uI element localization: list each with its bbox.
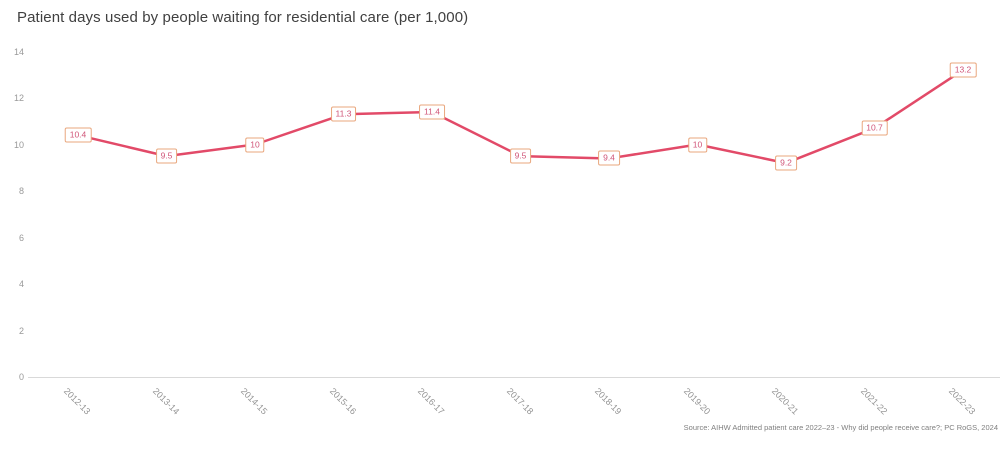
source-note: Source: AIHW Admitted patient care 2022–…: [683, 423, 998, 432]
y-axis-tick-label: 8: [18, 186, 24, 196]
y-axis-tick-label: 2: [18, 325, 24, 336]
y-axis-tick-label: 14: [13, 46, 24, 57]
y-axis-tick-label: 12: [13, 93, 24, 103]
data-point-label: 10.4: [64, 127, 92, 143]
data-point-label: 9.5: [155, 148, 178, 164]
y-axis-tick-label: 0: [18, 372, 24, 382]
data-point-label: 9.5: [509, 148, 532, 164]
data-point-label: 9.4: [598, 150, 620, 166]
y-axis-tick-label: 4: [18, 279, 24, 289]
data-point-label: 13.2: [949, 62, 977, 78]
chart-title: Patient days used by people waiting for …: [17, 9, 469, 26]
data-point-label: 11.3: [330, 106, 357, 122]
y-axis-tick-label: 6: [18, 232, 24, 243]
y-axis-tick-label: 10: [13, 139, 24, 150]
data-point-label: 10: [687, 137, 708, 152]
data-point-label: 10: [245, 137, 265, 152]
data-point-label: 10.7: [861, 120, 888, 136]
data-point-label: 11.4: [419, 104, 445, 120]
x-axis-line: [28, 377, 1000, 378]
data-point-label: 9.2: [775, 155, 797, 171]
